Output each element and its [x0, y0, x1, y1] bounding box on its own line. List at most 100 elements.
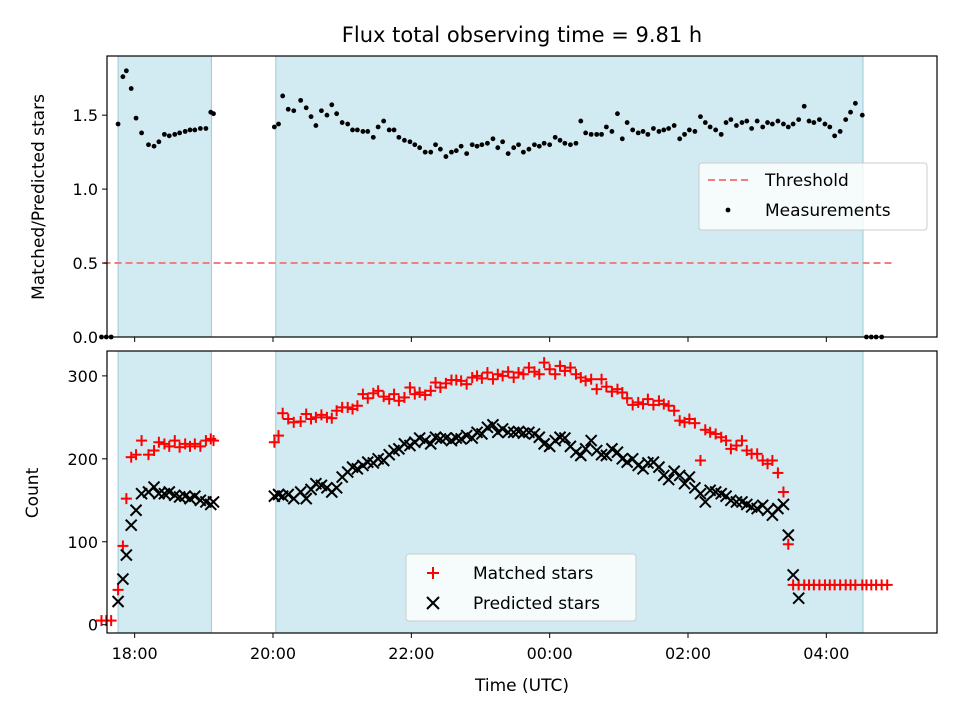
measurement-point [769, 121, 775, 127]
measurement-point [391, 127, 397, 133]
matched-star-point [430, 377, 442, 389]
measurement-point [271, 124, 277, 130]
matched-star-point [158, 438, 170, 450]
measurement-point [635, 130, 641, 136]
matched-star-point [310, 411, 322, 423]
measurement-point [350, 127, 355, 133]
matched-star-point [564, 362, 576, 374]
matched-star-point [704, 426, 716, 438]
measurement-point [303, 105, 309, 111]
legend-threshold-label: Threshold [764, 171, 849, 191]
measurement-point [781, 121, 786, 127]
matched-star-point [710, 428, 722, 440]
measurement-point [417, 145, 423, 151]
legend-matched-marker [427, 567, 439, 579]
measurement-point [511, 145, 517, 151]
measurement-point [832, 133, 838, 139]
matched-star-point [414, 386, 426, 398]
measurement-point [319, 108, 324, 114]
predicted-star-point [579, 442, 592, 456]
predicted-star-point [595, 448, 608, 461]
predicted-star-point [330, 481, 343, 495]
measurement-point [666, 126, 672, 131]
matched-star-point [689, 417, 701, 429]
measurement-point [806, 118, 812, 124]
predicted-star-point [299, 492, 313, 505]
matched-star-point [125, 451, 137, 463]
matched-star-point [725, 443, 737, 455]
predicted-star-point [584, 434, 598, 447]
predicted-star-point [507, 426, 520, 439]
matched-star-point [362, 392, 374, 404]
matched-star-point [674, 415, 686, 427]
matched-star-point [730, 440, 742, 452]
measurement-point [760, 124, 766, 130]
predicted-star-point [147, 480, 161, 494]
top-legend-box [698, 162, 928, 231]
matched-star-point [497, 370, 509, 382]
predicted-star-point [777, 498, 790, 511]
matched-star-point [143, 449, 154, 461]
measurement-point [520, 149, 526, 155]
predicted-star-point [699, 495, 712, 509]
predicted-star-point [652, 460, 666, 474]
bottom-y-tick-label: 100 [67, 533, 98, 552]
measurement-point [516, 142, 521, 148]
matched-star-point [471, 370, 483, 382]
measurement-point [197, 126, 203, 131]
measurement-point [536, 143, 542, 149]
matched-star-point [273, 430, 285, 442]
measurement-point [133, 115, 139, 121]
measurement-point [495, 145, 501, 151]
measurement-point [474, 143, 480, 149]
matched-star-point [120, 493, 132, 505]
measurement-point [603, 124, 609, 130]
measurement-point [99, 334, 104, 340]
predicted-star-point [574, 449, 587, 462]
measurement-point [526, 146, 532, 152]
measurement-point [334, 111, 340, 117]
measurement-point [619, 136, 625, 142]
measurement-point [345, 121, 351, 127]
matched-star-point [632, 396, 644, 408]
predicted-star-point [111, 595, 125, 608]
measurement-point [656, 129, 662, 134]
matched-star-point [637, 398, 649, 410]
bottom-y-tick-label: 0 [88, 616, 98, 635]
matched-star-point [398, 391, 410, 403]
predicted-star-point [620, 455, 634, 469]
measurement-point [713, 127, 719, 133]
top-y-axis-label: Matched/Predicted stars [29, 94, 49, 300]
legend-predicted-label: Predicted stars [473, 594, 600, 614]
matched-star-point [419, 389, 431, 401]
measurement-point [123, 68, 129, 74]
measurement-point [139, 130, 144, 136]
measurement-point [754, 118, 760, 124]
matched-star-point [153, 436, 165, 448]
x-tick-label: 00:00 [527, 644, 573, 663]
measurement-point [428, 149, 434, 155]
top-y-tick-label: 1.5 [73, 106, 98, 125]
measurement-point [458, 143, 464, 149]
matched-star-point [179, 438, 191, 450]
predicted-star-point [496, 422, 509, 436]
measurement-point [291, 108, 297, 114]
top-legend: Threshold Measurements [698, 162, 928, 231]
predicted-star-point [558, 431, 572, 445]
bottom-y-tick-label: 200 [67, 450, 98, 469]
matched-star-point [208, 435, 220, 447]
predicted-star-point [163, 485, 176, 499]
matched-star-point [342, 401, 354, 413]
measurement-point [723, 120, 729, 125]
predicted-star-point [501, 426, 515, 439]
predicted-star-point [454, 432, 468, 446]
measurement-point [775, 118, 781, 124]
matched-star-point [736, 435, 748, 447]
predicted-star-point [730, 495, 743, 509]
predicted-star-point [533, 431, 546, 444]
matched-star-point [513, 367, 525, 379]
matched-star-point [720, 435, 732, 447]
measurement-point [469, 142, 475, 148]
measurement-point [765, 120, 770, 125]
measurement-point [749, 126, 755, 131]
